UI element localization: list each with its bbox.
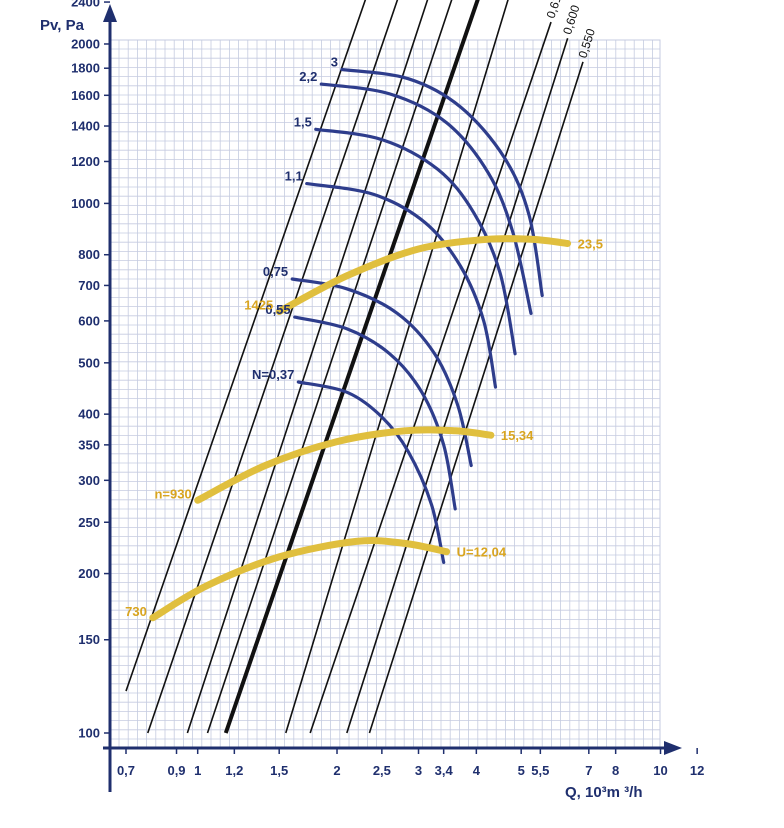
speed-curves (149, 235, 572, 622)
x-tick-label: 1 (194, 763, 201, 778)
x-tick-label: 8 (612, 763, 619, 778)
power-curve (340, 67, 544, 298)
y-tick-label: 1400 (71, 119, 100, 134)
power-curve-label: 0,75 (263, 264, 288, 279)
speed-curve-label: n=930 (154, 486, 191, 501)
y-tick-label: 800 (78, 247, 100, 262)
efficiency-line (186, 0, 429, 734)
y-tick-label: 200 (78, 566, 100, 581)
x-tick-label: 3 (415, 763, 422, 778)
x-tick-label: 12 (690, 763, 704, 778)
y-tick-label: 2000 (71, 36, 100, 51)
y-tick-label: 150 (78, 632, 100, 647)
x-tick-label: 5 (518, 763, 525, 778)
axes: Pv, Pa Q, 10³m ³/h (40, 4, 682, 801)
x-tick-label: 0,7 (117, 763, 135, 778)
x-tick-label: 2 (333, 763, 340, 778)
power-curve-label: N=0,37 (252, 367, 294, 382)
power-curve-label: 2,2 (299, 69, 317, 84)
efficiency-line (285, 0, 509, 734)
efficiency-line (346, 38, 569, 734)
power-curve (290, 277, 473, 468)
x-tick-label: 0,9 (167, 763, 185, 778)
efficiency-line (125, 0, 367, 692)
power-curve-label: 3 (331, 54, 338, 69)
outlet-velocity-label: 23,5 (578, 237, 603, 252)
x-axis-title: Q, 10³m ³/h (565, 784, 643, 801)
efficiency-line (206, 0, 453, 734)
y-tick-label: 1200 (71, 154, 100, 169)
y-tick-label: 700 (78, 278, 100, 293)
efficiency-line-label: 0,550 (576, 27, 599, 60)
y-tick-label: 250 (78, 515, 100, 530)
speed-curve-label: 1425 (244, 298, 273, 313)
x-tick-label: 3,4 (435, 763, 454, 778)
x-tick-label: 5,5 (531, 763, 549, 778)
x-tick-label: 2,5 (373, 763, 391, 778)
efficiency-line (368, 61, 584, 734)
grid (109, 39, 661, 749)
outlet-velocity-label: 15,34 (501, 428, 534, 443)
efficiency-line-label: 0,610 (544, 0, 567, 20)
y-tick-label: 2400 (71, 0, 100, 10)
y-tick-label: 1800 (71, 61, 100, 76)
x-tick-label: 7 (585, 763, 592, 778)
power-curve-label: 0,55 (265, 302, 290, 317)
speed-curve (275, 235, 572, 315)
y-tick-label: 1000 (71, 196, 100, 211)
efficiency-line-label: 0,600 (560, 3, 583, 36)
x-tick-label: 1,2 (225, 763, 243, 778)
power-curve (319, 82, 533, 315)
power-curve-label: 1,5 (294, 114, 312, 129)
y-tick-label: 600 (78, 313, 100, 328)
x-axis-arrow (664, 741, 682, 755)
outlet-velocity-label: U=12,04 (457, 545, 507, 560)
y-tick-label: 100 (78, 726, 100, 741)
y-tick-label: 400 (78, 407, 100, 422)
speed-curve (194, 426, 495, 504)
tick-labels: 1001502002503003504005006007008001000120… (71, 0, 704, 778)
x-tick-label: 1,5 (270, 763, 288, 778)
y-tick-label: 1600 (71, 88, 100, 103)
efficiency-line (223, 0, 480, 734)
x-tick-label: 10 (653, 763, 667, 778)
y-axis-arrow (103, 4, 117, 22)
y-tick-label: 350 (78, 437, 100, 452)
power-curve (293, 315, 457, 511)
y-tick-label: 300 (78, 473, 100, 488)
efficiency-line (309, 21, 552, 734)
power-curve (314, 127, 517, 356)
speed-curve-label: 730 (125, 604, 147, 619)
y-tick-label: 500 (78, 355, 100, 370)
x-tick-label: 4 (473, 763, 481, 778)
speed-curve (149, 537, 451, 622)
power-curve-label: 1,1 (285, 169, 303, 184)
y-axis-title: Pv, Pa (40, 17, 85, 34)
